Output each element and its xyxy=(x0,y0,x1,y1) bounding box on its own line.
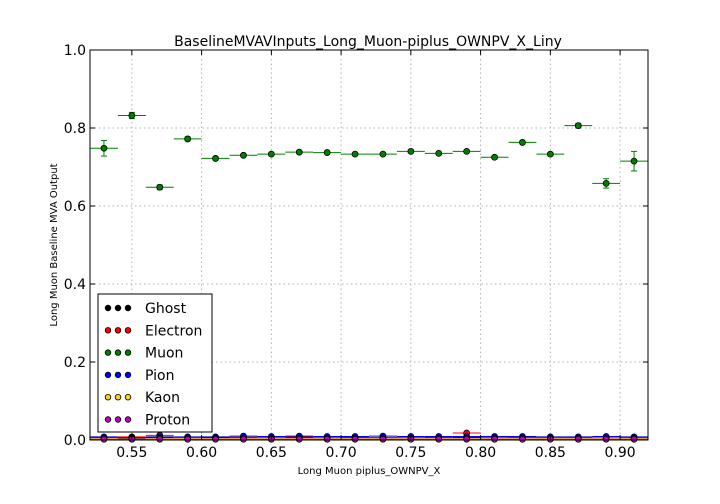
data-point xyxy=(212,155,219,162)
legend-marker xyxy=(104,394,112,401)
data-point xyxy=(128,112,136,119)
data-point xyxy=(435,149,443,157)
data-point xyxy=(184,135,192,143)
data-point xyxy=(156,183,164,191)
legend-marker xyxy=(104,327,112,334)
data-point xyxy=(463,435,471,443)
data-point xyxy=(100,144,108,152)
x-tick-label: 0.65 xyxy=(256,445,287,461)
x-tick-label: 0.70 xyxy=(326,445,357,461)
data-point xyxy=(351,150,359,158)
data-point xyxy=(602,179,610,187)
axes-frame xyxy=(89,49,649,441)
y-axis-label: Long Muon Baseline MVA Output xyxy=(49,163,60,326)
data-point xyxy=(295,435,303,443)
y-tick-label: 0.6 xyxy=(64,199,86,215)
legend-label: Pion xyxy=(145,368,174,384)
legend-marker xyxy=(104,304,112,312)
data-point xyxy=(435,435,443,443)
legend-marker xyxy=(124,304,132,312)
legend-marker xyxy=(124,349,132,356)
y-tick-label: 0.4 xyxy=(64,277,86,293)
y-tick-label: 0.0 xyxy=(64,433,86,449)
legend-marker xyxy=(104,371,112,379)
data-point xyxy=(519,139,526,146)
chart-title: BaselineMVAVInputs_Long_Muon-piplus_OWNP… xyxy=(174,34,562,50)
legend-marker xyxy=(114,349,122,356)
y-tick-label: 0.8 xyxy=(64,121,86,137)
x-tick-label: 0.55 xyxy=(116,445,147,461)
data-point xyxy=(156,435,164,443)
x-tick-label: 0.80 xyxy=(465,445,496,461)
legend-label: Muon xyxy=(145,346,183,362)
data-point xyxy=(546,150,554,158)
x-tick-label: 0.90 xyxy=(605,445,636,461)
legend-marker xyxy=(124,371,132,379)
legend-box xyxy=(97,293,213,433)
data-point xyxy=(323,149,331,156)
data-point xyxy=(463,147,471,155)
data-point xyxy=(240,151,247,159)
legend-label: Ghost xyxy=(145,301,187,317)
legend-marker xyxy=(114,394,122,401)
x-tick-label: 0.60 xyxy=(186,445,217,461)
legend-marker xyxy=(114,371,122,379)
data-point xyxy=(574,122,582,130)
x-axis-label: Long Muon piplus_OWNPV_X xyxy=(298,466,441,477)
legend-label: Kaon xyxy=(145,390,180,406)
data-point xyxy=(379,435,387,443)
y-tick-label: 0.2 xyxy=(64,355,86,371)
data-point xyxy=(267,150,275,158)
data-point xyxy=(519,435,526,443)
data-point xyxy=(184,435,192,443)
series-muon xyxy=(90,111,648,191)
legend-marker xyxy=(104,349,112,356)
legend-marker xyxy=(104,416,112,423)
data-point xyxy=(574,435,582,443)
data-point xyxy=(491,435,498,443)
legend-marker xyxy=(124,327,132,334)
legend-marker xyxy=(124,416,132,423)
legend-label: Electron xyxy=(145,323,202,339)
data-point xyxy=(240,435,247,443)
data-point xyxy=(295,148,303,156)
data-point xyxy=(630,157,638,165)
y-tick-label: 1.0 xyxy=(64,43,86,59)
data-point xyxy=(407,147,415,155)
data-point xyxy=(351,435,359,443)
legend-marker xyxy=(114,416,122,423)
x-tick-label: 0.75 xyxy=(395,445,426,461)
data-point xyxy=(212,435,219,443)
data-point xyxy=(379,150,387,158)
data-point xyxy=(630,435,638,443)
axis-ticks: 0.55 0.60 0.65 0.70 0.75 0.80 0.85 0.90 0.0 0.2 0.… xyxy=(64,43,648,461)
x-tick-label: 0.85 xyxy=(535,445,566,461)
data-point xyxy=(323,435,331,443)
data-point xyxy=(491,153,498,161)
legend-marker xyxy=(124,394,132,401)
legend: Ghost Electron Muon Pion Kaon Proton xyxy=(97,293,213,433)
legend-marker xyxy=(114,327,122,334)
data-point xyxy=(100,435,108,443)
data-point xyxy=(602,435,610,443)
legend-marker xyxy=(114,304,122,312)
legend-label: Proton xyxy=(145,413,190,429)
